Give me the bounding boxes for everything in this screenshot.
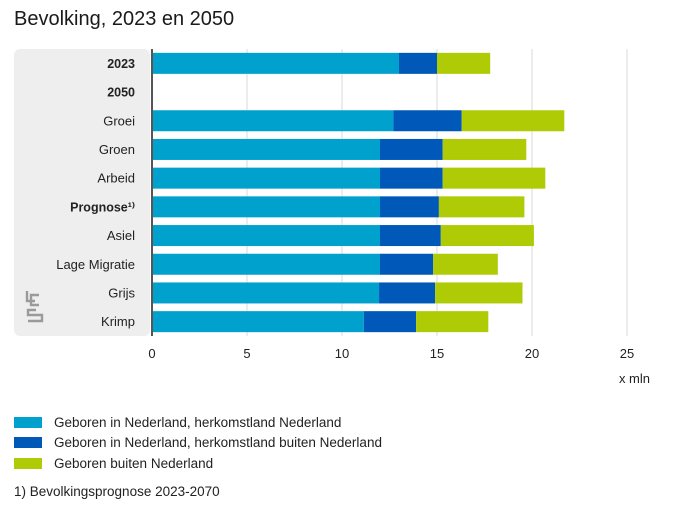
bar-3	[440, 225, 534, 247]
bar-chart: 20232050GroeiGroenArbeidPrognose¹⁾AsielL…	[14, 49, 650, 386]
legend: Geboren in Nederland, herkomstland Neder…	[14, 412, 382, 474]
cbs-logo-icon	[25, 291, 44, 323]
x-tick-label: 0	[148, 346, 155, 361]
bar-3	[433, 253, 498, 275]
bar-1	[152, 110, 394, 132]
legend-item: Geboren buiten Nederland	[14, 453, 382, 474]
chart-title: Bevolking, 2023 en 2050	[14, 8, 235, 30]
x-tick-label: 10	[335, 346, 349, 361]
bar-2	[393, 110, 462, 132]
bar-2	[380, 253, 434, 275]
category-panel	[14, 49, 150, 336]
bar-1	[152, 253, 380, 275]
legend-swatch	[14, 416, 42, 428]
legend-label: Geboren buiten Nederland	[54, 455, 214, 471]
x-tick-label: 25	[620, 346, 634, 361]
bar-1	[152, 282, 380, 304]
bar-1	[152, 196, 380, 218]
legend-label: Geboren in Nederland, herkomstland Neder…	[54, 414, 342, 430]
bar-3	[435, 282, 523, 304]
category-label: Arbeid	[97, 171, 135, 186]
bar-1	[152, 138, 380, 160]
bar-3	[438, 196, 525, 218]
legend-item: Geboren in Nederland, herkomstland buite…	[14, 433, 382, 454]
category-label: 2023	[107, 57, 135, 71]
footnote: 1) Bevolkingsprognose 2023-2070	[14, 484, 220, 499]
bar-2	[380, 167, 443, 189]
category-label: Lage Migratie	[56, 257, 135, 272]
category-label: Grijs	[108, 285, 135, 300]
bar-2	[380, 225, 441, 247]
x-tick-label: 5	[243, 346, 250, 361]
legend-label: Geboren in Nederland, herkomstland buite…	[54, 435, 382, 451]
legend-swatch	[14, 437, 42, 449]
category-label: Krimp	[101, 314, 135, 329]
x-tick-label: 20	[525, 346, 539, 361]
bar-1	[152, 167, 380, 189]
bar-2	[379, 282, 436, 304]
bar-2	[380, 196, 439, 218]
bar-1	[152, 225, 380, 247]
category-label: Groen	[99, 142, 135, 157]
category-label: Asiel	[107, 228, 135, 243]
category-label: Groei	[103, 113, 135, 128]
bar-1	[152, 311, 364, 333]
legend-item: Geboren in Nederland, herkomstland Neder…	[14, 412, 382, 433]
bar-3	[461, 110, 565, 132]
bar-3	[437, 52, 491, 74]
unit-label: x mln	[619, 371, 650, 386]
bar-3	[416, 311, 489, 333]
bar-2	[399, 52, 437, 74]
bar-2	[363, 311, 417, 333]
category-label: 2050	[107, 86, 135, 100]
legend-swatch	[14, 457, 42, 469]
bar-1	[152, 52, 399, 74]
bar-2	[380, 138, 443, 160]
bar-3	[442, 138, 527, 160]
x-tick-label: 15	[430, 346, 444, 361]
category-label: Prognose¹⁾	[70, 200, 135, 214]
bar-3	[442, 167, 546, 189]
